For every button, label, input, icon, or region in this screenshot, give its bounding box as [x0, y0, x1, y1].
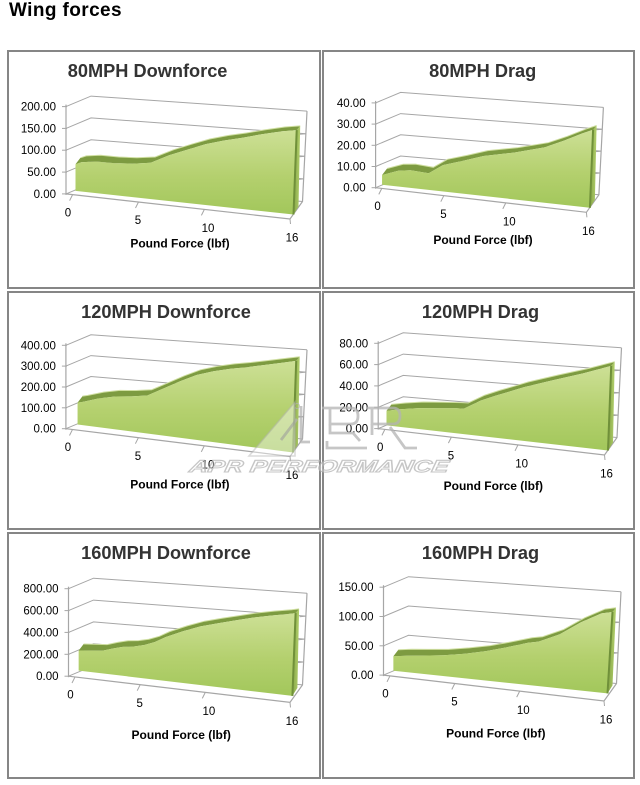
svg-text:0.00: 0.00: [34, 424, 56, 436]
svg-text:50.00: 50.00: [27, 167, 56, 179]
svg-text:150.00: 150.00: [21, 123, 56, 135]
svg-text:0.00: 0.00: [343, 183, 365, 195]
svg-text:5: 5: [135, 451, 141, 463]
svg-text:300.00: 300.00: [21, 361, 56, 373]
svg-text:10.00: 10.00: [337, 162, 366, 174]
svg-text:Pound Force (lbf): Pound Force (lbf): [130, 236, 229, 250]
svg-text:0.00: 0.00: [351, 670, 373, 682]
svg-text:10: 10: [202, 223, 215, 235]
svg-text:Pound Force (lbf): Pound Force (lbf): [433, 233, 532, 247]
svg-text:Pound Force (lbf): Pound Force (lbf): [444, 479, 543, 493]
svg-text:0: 0: [67, 690, 73, 702]
svg-text:400.00: 400.00: [21, 340, 56, 352]
svg-text:16: 16: [600, 469, 613, 481]
svg-text:200.00: 200.00: [21, 382, 56, 394]
svg-text:5: 5: [440, 209, 446, 221]
svg-text:0.00: 0.00: [34, 189, 56, 201]
svg-text:400.00: 400.00: [23, 627, 58, 639]
svg-text:0.00: 0.00: [346, 424, 368, 436]
svg-text:16: 16: [286, 716, 299, 728]
svg-text:30.00: 30.00: [337, 119, 366, 131]
svg-text:Pound Force (lbf): Pound Force (lbf): [130, 477, 229, 491]
svg-text:0: 0: [65, 207, 71, 219]
svg-text:80MPH Drag: 80MPH Drag: [429, 61, 536, 81]
svg-text:150.00: 150.00: [338, 582, 373, 594]
svg-text:100.00: 100.00: [338, 612, 373, 624]
svg-text:10: 10: [515, 459, 528, 471]
svg-text:80.00: 80.00: [339, 338, 368, 350]
svg-text:800.00: 800.00: [23, 584, 58, 596]
svg-text:160MPH Downforce: 160MPH Downforce: [81, 543, 251, 563]
svg-text:100.00: 100.00: [21, 145, 56, 157]
svg-text:0.00: 0.00: [36, 671, 58, 683]
svg-text:100.00: 100.00: [21, 403, 56, 415]
svg-text:5: 5: [136, 698, 142, 710]
svg-text:120MPH Drag: 120MPH Drag: [422, 302, 539, 322]
svg-text:5: 5: [448, 450, 454, 462]
svg-text:0: 0: [65, 442, 71, 454]
svg-text:16: 16: [600, 715, 613, 727]
svg-text:10: 10: [202, 460, 215, 472]
svg-text:5: 5: [135, 215, 141, 227]
svg-text:40.00: 40.00: [337, 98, 366, 110]
svg-text:20.00: 20.00: [339, 402, 368, 414]
svg-text:600.00: 600.00: [23, 606, 58, 618]
svg-text:10: 10: [517, 705, 530, 717]
svg-text:Pound Force (lbf): Pound Force (lbf): [132, 728, 231, 742]
svg-text:200.00: 200.00: [21, 102, 56, 114]
svg-text:0: 0: [377, 442, 383, 454]
svg-text:160MPH Drag: 160MPH Drag: [422, 543, 539, 563]
svg-text:5: 5: [451, 697, 457, 709]
svg-text:10: 10: [503, 217, 516, 229]
svg-text:Pound Force (lbf): Pound Force (lbf): [446, 727, 545, 741]
svg-text:120MPH Downforce: 120MPH Downforce: [81, 302, 251, 322]
svg-text:16: 16: [286, 233, 299, 245]
svg-text:40.00: 40.00: [339, 381, 368, 393]
svg-text:0: 0: [374, 201, 380, 213]
svg-text:200.00: 200.00: [23, 649, 58, 661]
svg-text:50.00: 50.00: [345, 641, 374, 653]
svg-text:16: 16: [582, 226, 595, 238]
svg-text:60.00: 60.00: [339, 360, 368, 372]
svg-text:16: 16: [286, 470, 299, 482]
svg-text:20.00: 20.00: [337, 140, 366, 152]
svg-text:80MPH Downforce: 80MPH Downforce: [68, 61, 228, 81]
svg-text:10: 10: [203, 706, 216, 718]
svg-text:0: 0: [382, 689, 388, 701]
